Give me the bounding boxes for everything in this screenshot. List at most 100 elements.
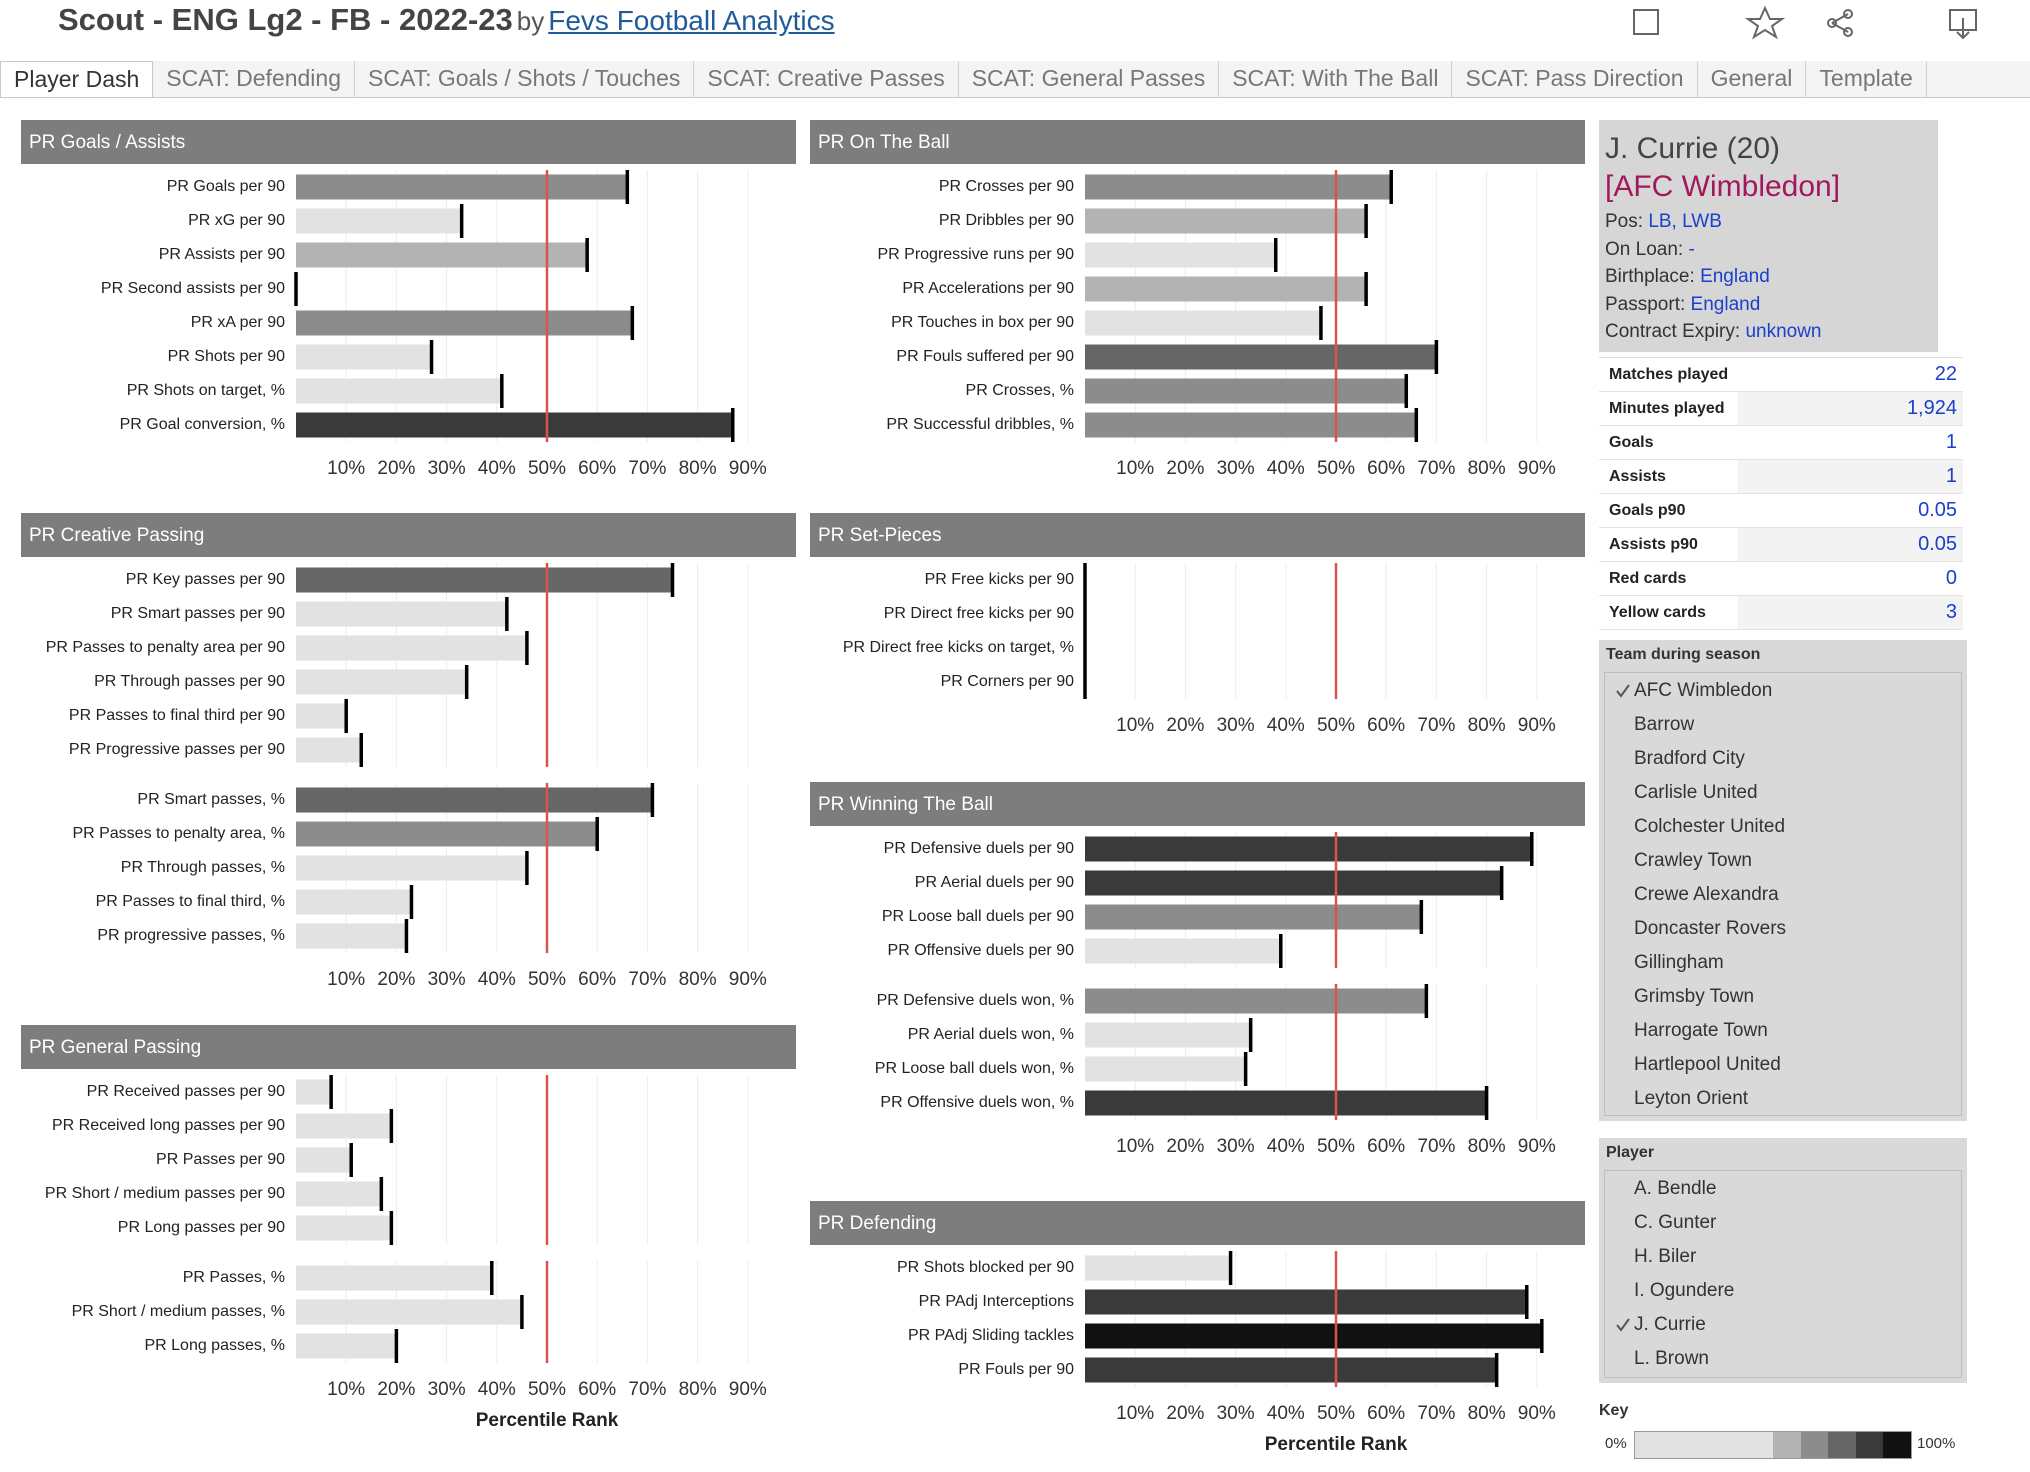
stat-row: Red cards 0 [1599, 562, 1963, 596]
panel-title: PR General Passing [29, 1037, 201, 1058]
bar [296, 737, 362, 763]
player-fields: Pos: LB, LWB On Loan: - Birthplace: Englan… [1605, 208, 1822, 346]
filter-item[interactable]: C. Gunter [1605, 1206, 1961, 1240]
x-axis-label: Percentile Rank [476, 1410, 619, 1431]
x-tick-label: 90% [1518, 1403, 1556, 1424]
tab[interactable]: SCAT: Defending [153, 61, 356, 97]
row-label: PR Defensive duels won, % [877, 992, 1074, 1009]
x-tick-label: 80% [679, 1379, 717, 1400]
x-tick-label: 70% [628, 1379, 666, 1400]
bar [1085, 870, 1502, 896]
x-tick-label: 60% [1367, 715, 1405, 736]
tab[interactable]: SCAT: Goals / Shots / Touches [355, 61, 695, 97]
download-icon[interactable] [1949, 9, 1977, 40]
row-label: PR Aerial duels won, % [908, 1026, 1074, 1043]
field-value[interactable]: unknown [1745, 321, 1822, 342]
player-field: Passport: England [1605, 291, 1822, 319]
x-tick-label: 70% [1417, 1403, 1455, 1424]
filter-label: H. Biler [1634, 1246, 1697, 1267]
row-label: PR Through passes per 90 [94, 673, 285, 690]
bar [1085, 310, 1321, 336]
filter-item[interactable]: H. Biler [1605, 1240, 1961, 1274]
filter-item[interactable]: Crewe Alexandra [1605, 878, 1961, 912]
filter-item[interactable]: A. Bendle [1605, 1172, 1961, 1206]
filter-item[interactable]: Bradford City [1605, 742, 1961, 776]
field-value[interactable]: England [1690, 293, 1761, 315]
tab[interactable]: SCAT: With The Ball [1219, 61, 1453, 97]
bar [296, 923, 407, 949]
filter-item[interactable]: Hartlepool United [1605, 1048, 1961, 1082]
filter-label: Carlisle United [1634, 782, 1758, 803]
row-label: PR Successful dribbles, % [886, 416, 1074, 433]
row-label: PR Short / medium passes per 90 [45, 1185, 285, 1202]
x-tick-label: 20% [377, 1379, 415, 1400]
tab[interactable]: SCAT: General Passes [959, 61, 1220, 97]
filter-item[interactable]: L. Brown [1605, 1342, 1961, 1376]
panel-header [21, 513, 796, 557]
filter-item[interactable]: Carlisle United [1605, 776, 1961, 810]
tab[interactable]: General [1698, 61, 1807, 97]
filter-item[interactable]: Gillingham [1605, 946, 1961, 980]
row-label: PR Second assists per 90 [101, 280, 285, 297]
filter-item[interactable]: Colchester United [1605, 810, 1961, 844]
field-label: Pos: [1605, 211, 1644, 232]
bar [1085, 242, 1276, 268]
filter-item[interactable]: J. Currie [1605, 1308, 1961, 1342]
x-tick-label: 20% [377, 969, 415, 990]
bar [296, 344, 432, 370]
favorite-icon[interactable] [1744, 5, 1786, 40]
stat-row: Assists 1 [1599, 460, 1963, 494]
tab[interactable]: SCAT: Creative Passes [694, 61, 959, 97]
share-icon[interactable] [1827, 9, 1853, 37]
bar [296, 787, 653, 813]
stat-label: Goals [1609, 434, 1654, 451]
stat-value: 0.05 [1918, 499, 1957, 521]
x-tick-label: 20% [377, 458, 415, 479]
filter-item[interactable]: Leyton Orient [1605, 1082, 1961, 1116]
x-tick-label: 40% [1267, 1403, 1305, 1424]
x-axis-label: Percentile Rank [1265, 1434, 1408, 1455]
x-tick-label: 30% [1217, 1403, 1255, 1424]
stat-value: 1,924 [1906, 397, 1957, 419]
tab[interactable]: SCAT: Pass Direction [1452, 61, 1698, 97]
filter-label: Grimsby Town [1634, 986, 1755, 1007]
player-field: Contract Expiry: unknown [1605, 318, 1822, 346]
row-label: PR Aerial duels per 90 [915, 874, 1074, 891]
bar [296, 1215, 392, 1241]
x-tick-label: 10% [327, 969, 365, 990]
filter-item[interactable]: Barrow [1605, 708, 1961, 742]
x-tick-label: 90% [1518, 715, 1556, 736]
tab[interactable]: Player Dash [0, 61, 154, 97]
stat-value: 0 [1945, 567, 1957, 589]
tab[interactable]: Template [1806, 61, 1927, 97]
stat-label: Matches played [1609, 366, 1729, 383]
filter-item[interactable]: Crawley Town [1605, 844, 1961, 878]
filter-item[interactable]: I. Ogundere [1605, 1274, 1961, 1308]
x-tick-label: 60% [578, 969, 616, 990]
row-label: PR Direct free kicks on target, % [843, 639, 1074, 656]
x-tick-label: 60% [1367, 458, 1405, 479]
field-value[interactable]: England [1700, 266, 1770, 287]
author-link[interactable]: Fevs Football Analytics [548, 5, 835, 36]
row-label: PR Progressive passes per 90 [69, 741, 285, 758]
filter-item[interactable]: Grimsby Town [1605, 980, 1961, 1014]
player-filter: Player A. Bendle C. Gunter H. Biler I. Ogund… [1599, 1138, 1967, 1383]
bar [296, 1333, 397, 1359]
key-swatch [1772, 1432, 1801, 1458]
bar [296, 208, 462, 234]
filter-item[interactable]: AFC Wimbledon [1605, 674, 1961, 708]
filter-item[interactable]: Harrogate Town [1605, 1014, 1961, 1048]
edit-icon[interactable] [1633, 9, 1659, 35]
filter-item[interactable]: Doncaster Rovers [1605, 912, 1961, 946]
x-tick-label: 90% [1518, 1136, 1556, 1157]
stat-row: Minutes played 1,924 [1599, 392, 1963, 426]
row-label: PR Crosses per 90 [939, 178, 1074, 195]
field-value[interactable]: - [1688, 238, 1695, 260]
field-label: Birthplace: [1605, 266, 1695, 287]
bar [296, 378, 502, 404]
row-label: PR Free kicks per 90 [925, 571, 1074, 588]
filter-label: AFC Wimbledon [1634, 680, 1773, 701]
page-title: Scout - ENG Lg2 - FB - 2022-23 by Fevs Foo… [58, 2, 835, 38]
field-value[interactable]: LB, LWB [1648, 211, 1722, 232]
